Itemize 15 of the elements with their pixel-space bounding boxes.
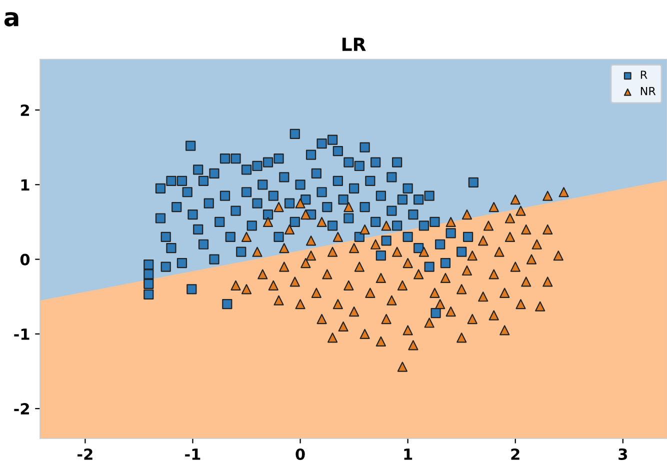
x-tick-label: -2 (78, 448, 92, 460)
x-tick-label: 3 (618, 448, 628, 460)
y-tick-label: 1 (21, 179, 30, 190)
text: a (4, 12, 18, 26)
x-tick-label: -1 (185, 448, 200, 460)
y-tick-label: -2 (14, 403, 29, 414)
x-tick-label: 2 (511, 448, 520, 460)
legend-label: R (640, 70, 648, 79)
x-tick-label: 0 (296, 448, 305, 460)
y-tick-label: -1 (14, 328, 30, 340)
y-tick-label: 2 (20, 104, 29, 116)
legend-label: NR (640, 87, 656, 96)
chart-title: LR (342, 38, 366, 51)
x-tick-label: 1 (404, 448, 412, 460)
y-tick-label: 0 (20, 254, 30, 266)
